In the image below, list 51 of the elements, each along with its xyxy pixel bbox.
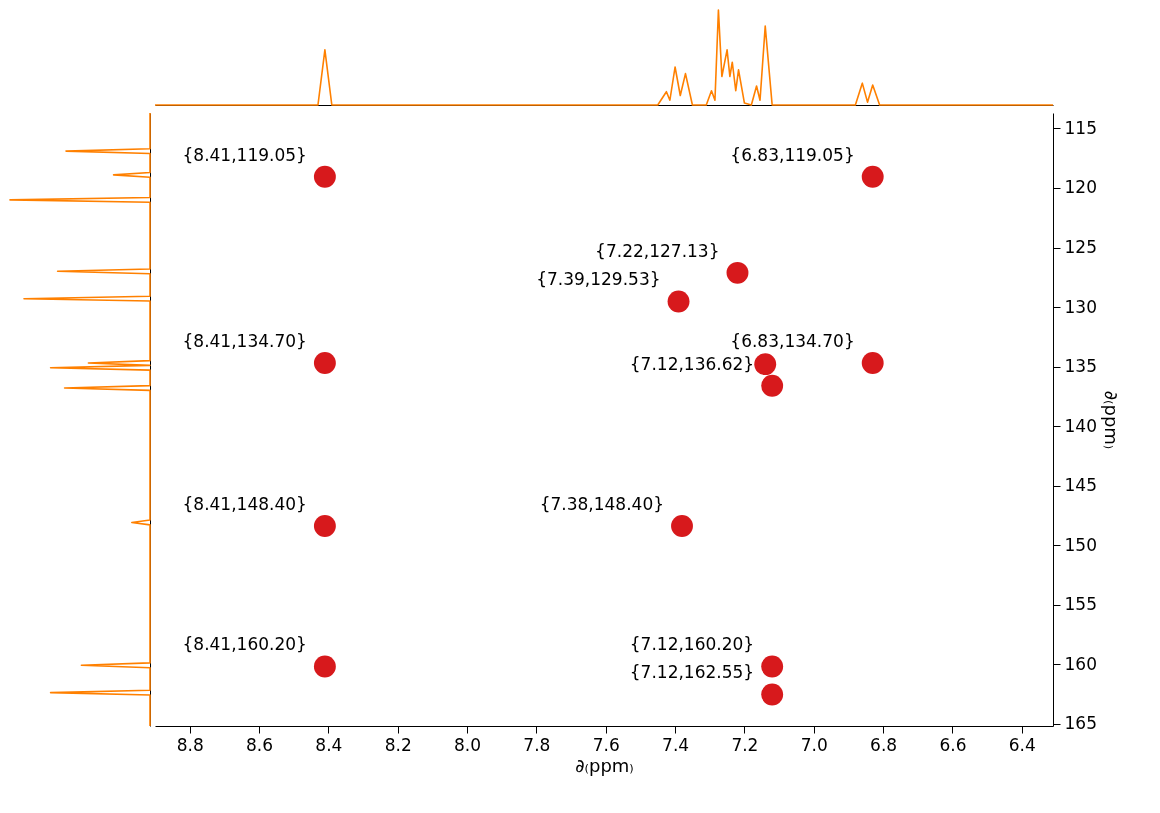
y-tick-label: 160 <box>1064 653 1097 674</box>
x-axis-title: ∂₍ppm₎ <box>575 754 634 776</box>
x-tick-label: 8.2 <box>384 734 412 755</box>
y-tick-label: 135 <box>1064 356 1097 377</box>
point <box>726 261 749 284</box>
annotation: {6.83,134.70} <box>730 330 855 351</box>
y-tick-label: 130 <box>1064 296 1097 317</box>
annotation: {7.12,162.55} <box>629 662 755 683</box>
x-tick-label: 6.6 <box>939 734 967 755</box>
x-tick-label: 7.8 <box>523 734 551 755</box>
annotation: {8.41,160.20} <box>182 634 307 655</box>
point <box>761 655 784 678</box>
y-tick-label: 125 <box>1064 237 1097 257</box>
x-tick-label: 7.4 <box>662 734 690 755</box>
x-tick-label: 6.4 <box>1008 734 1036 755</box>
point <box>313 515 336 537</box>
point <box>313 655 336 678</box>
x-tick-label: 6.8 <box>870 734 898 755</box>
x-tick-label: 7.2 <box>731 734 759 755</box>
y-tick-label: 150 <box>1064 534 1097 555</box>
x-tick-label: 8.6 <box>245 734 274 755</box>
annotation: {7.39,129.53} <box>536 269 661 290</box>
y-tick-label: 165 <box>1064 713 1097 734</box>
point <box>861 352 884 374</box>
x-tick-label: 8.4 <box>315 734 343 755</box>
annotation: {7.12,160.20} <box>629 634 755 655</box>
point <box>671 515 693 537</box>
y-tick-label: 140 <box>1064 415 1097 436</box>
x-tick-label: 8.8 <box>176 734 204 755</box>
y-axis-title: ∂₍ppm₎ <box>1100 390 1122 450</box>
point <box>861 165 884 188</box>
point <box>313 352 336 374</box>
annotation: {7.38,148.40} <box>539 494 665 515</box>
y-tick-label: 115 <box>1064 117 1097 138</box>
point <box>754 353 777 376</box>
point <box>313 165 336 188</box>
annotation: {8.41,134.70} <box>182 330 307 351</box>
point <box>761 683 784 706</box>
annotation: {8.41,148.40} <box>182 494 307 515</box>
annotation: {7.22,127.13} <box>595 240 720 261</box>
y-tick-label: 120 <box>1064 177 1097 198</box>
annotation: {6.83,119.05} <box>730 144 855 165</box>
x-tick-label: 8.0 <box>454 734 482 755</box>
point <box>667 290 690 313</box>
annotation: {7.12,136.62} <box>629 353 755 374</box>
y-tick-label: 155 <box>1064 594 1097 615</box>
x-tick-label: 7.6 <box>592 734 620 755</box>
point <box>761 374 784 397</box>
annotation: {8.41,119.05} <box>182 144 307 165</box>
x-tick-label: 7.0 <box>800 734 828 755</box>
y-tick-label: 145 <box>1064 475 1097 496</box>
